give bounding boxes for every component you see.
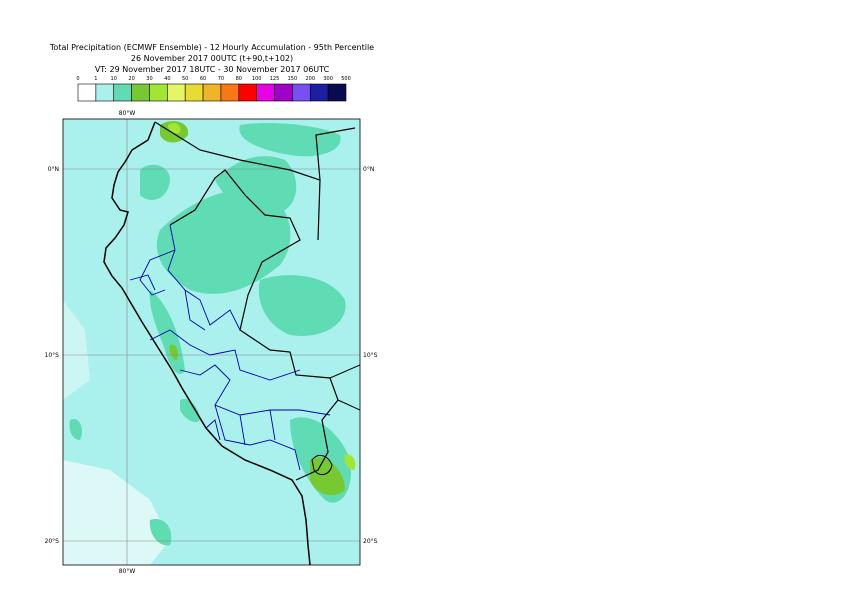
lon-label: 80°W xyxy=(119,110,136,117)
colorbar-label: 30 xyxy=(146,76,152,82)
colorbar-box xyxy=(220,83,240,102)
colorbar-label: 0 xyxy=(76,76,79,82)
colorbar-label: 80 xyxy=(236,76,242,82)
colorbar-box xyxy=(95,83,115,102)
colorbar-label: 200 xyxy=(305,76,315,82)
colorbar-label: 300 xyxy=(323,76,333,82)
title: Total Precipitation (ECMWF Ensemble) - 1… xyxy=(49,43,374,52)
lat-label: 10°S xyxy=(363,352,378,359)
colorbar-box xyxy=(167,83,186,102)
colorbar-box xyxy=(149,83,168,102)
colorbar-box xyxy=(113,83,132,102)
colorbar-label: 60 xyxy=(200,76,206,82)
colorbar-label: 125 xyxy=(270,76,280,82)
colorbar-label: 100 xyxy=(252,76,262,82)
colorbar-box xyxy=(309,83,329,102)
colorbar-box xyxy=(238,83,257,102)
lat-label: 0°N xyxy=(48,166,59,173)
colorbar-box xyxy=(292,83,311,102)
colorbar-box xyxy=(77,83,97,102)
lon-label: 80°W xyxy=(119,568,136,575)
colorbar-box xyxy=(327,83,347,102)
borders xyxy=(103,121,360,565)
colorbar-label: 500 xyxy=(341,76,351,82)
colorbar-label: 150 xyxy=(288,76,298,82)
lat-label: 20°S xyxy=(45,538,60,545)
lat-label: 10°S xyxy=(45,352,60,359)
colorbar-box xyxy=(184,83,204,102)
colorbar-label: 10 xyxy=(111,76,117,82)
graticule xyxy=(63,119,360,565)
colorbar-label: 1 xyxy=(94,76,97,82)
map-frame xyxy=(62,118,361,566)
colorbar-label: 40 xyxy=(164,76,170,82)
colorbar-box xyxy=(202,83,222,102)
valid-time: VT: 29 November 2017 18UTC - 30 November… xyxy=(95,65,330,74)
colorbar: 0 1 10 20 30 40 50 60 70 80 100 125 150 200 300 500 xyxy=(76,76,351,102)
colorbar-label: 70 xyxy=(218,76,224,82)
lat-label: 0°N xyxy=(363,166,374,173)
colorbar-label: 20 xyxy=(128,76,134,82)
init-time: 26 November 2017 00UTC (t+90,t+102) xyxy=(131,54,293,63)
precip-field xyxy=(63,121,356,565)
colorbar-box xyxy=(131,83,150,102)
map: 80°W 80°W 0°N 0°N 10°S 10°S 20°S 20°S xyxy=(45,110,378,575)
colorbar-label: 50 xyxy=(182,76,188,82)
lat-label: 20°S xyxy=(363,538,378,545)
colorbar-box xyxy=(256,83,275,102)
colorbar-box xyxy=(274,83,293,102)
